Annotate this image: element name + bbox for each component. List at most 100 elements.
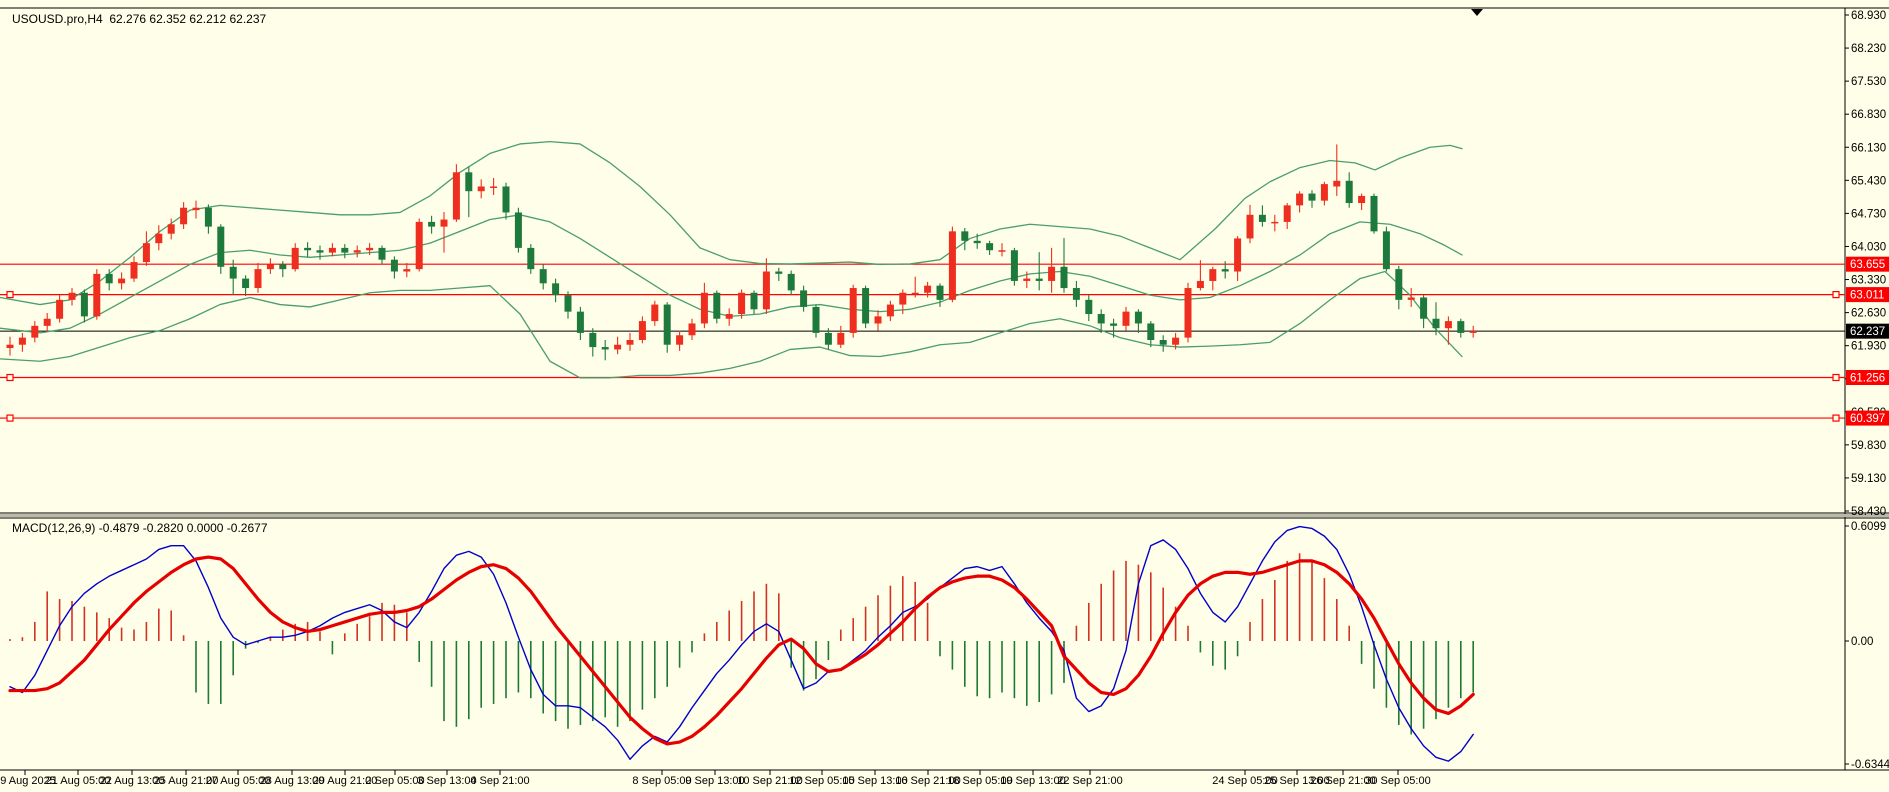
hline-handle[interactable] [1832,414,1840,422]
price-tick-label: 59.830 [1851,440,1886,452]
candle [1221,269,1229,272]
candle [1308,193,1316,201]
hline-handle[interactable] [6,291,14,299]
candle [254,269,262,289]
time-tick-label: 26 Sep 21:00 [1310,775,1375,787]
candle [713,292,721,319]
time-tick-label: 27 Aug 05:00 [206,775,271,787]
time-tick-label: 29 Aug 21:00 [313,775,378,787]
candle [1159,339,1167,345]
candle [1283,205,1291,222]
price-badge-63.655 [1846,256,1889,272]
time-tick-label: 12 Sep 05:00 [789,775,854,787]
time-tick-label: 19 Aug 2025 [0,775,56,787]
candle [1345,180,1353,204]
candles-layer[interactable] [6,144,1477,361]
candle [527,247,535,270]
time-tick-label: 16 Sep 21:00 [895,775,960,787]
price-tick-label: 58.430 [1851,506,1886,518]
candle [1060,266,1068,289]
candle [440,219,448,227]
time-tick-label: 8 Sep 05:00 [632,775,691,787]
time-tick-label: 25 Sep 13:00 [1264,775,1329,787]
candle [1097,314,1105,324]
price-axis[interactable]: 68.930 68.230 67.530 66.830 66.130 65.430 64.7… [1845,10,1886,518]
candle [1358,195,1366,204]
candle [304,247,312,251]
candle [1395,269,1403,300]
candle [155,233,163,244]
hline-handle[interactable] [1832,373,1840,382]
candle [167,224,175,234]
candle [762,271,770,310]
time-tick-label: 9 Sep 13:00 [685,775,744,787]
hline-handle[interactable] [6,414,14,422]
price-tick-label: 64.030 [1851,241,1886,253]
candle [1122,311,1130,326]
candle [812,306,820,333]
candle [576,311,584,333]
candle [1209,269,1217,281]
current-price-badge-label: 62.237 [1850,326,1885,338]
price-tick-label: 68.930 [1851,10,1886,22]
candle [1023,278,1031,281]
candle [514,212,522,248]
candle [1469,331,1477,333]
candle [787,273,795,291]
candle [242,278,250,289]
candle [738,292,746,315]
hline-handle[interactable] [1832,291,1840,299]
time-tick-label: 22 Aug 13:00 [100,775,165,787]
candle [366,247,374,251]
candle [43,318,51,326]
candle [1048,266,1056,281]
candle [266,264,274,270]
candle [663,304,671,345]
candle [415,221,423,270]
candle [192,207,200,211]
candle [936,285,944,300]
candle [1407,297,1415,300]
price-badge-60.397-label: 60.397 [1850,413,1885,425]
candle [638,321,646,340]
time-tick-label: 10 Sep 21:00 [737,775,802,787]
macd-tick-label: -0.6344 [1851,759,1889,771]
candle [1035,278,1043,281]
price-tick-label: 66.130 [1851,142,1886,154]
macd-signal-line [8,555,1475,746]
candle [316,250,324,253]
candle [1457,321,1465,333]
candle [80,292,88,317]
candle [886,304,894,317]
panel-divider[interactable] [0,514,1889,517]
candle [1258,214,1266,222]
candle [725,314,733,319]
price-tick-label: 65.430 [1851,175,1886,187]
candle [279,264,287,270]
candle [824,332,832,345]
candle [961,231,969,241]
candle [105,273,113,284]
candle [1271,221,1279,224]
candle [490,186,498,188]
candle [502,186,510,213]
candle [1085,299,1093,315]
candle [31,325,39,338]
candle [1246,214,1254,239]
candle [452,172,460,220]
candle [328,247,336,253]
candle [229,266,237,279]
price-tick-label: 67.530 [1851,76,1886,88]
shift-marker-icon[interactable] [1471,9,1483,16]
candle [1333,180,1341,187]
bb_upper-band [0,140,1463,306]
candle [688,323,696,336]
time-tick-label: 25 Aug 21:00 [154,775,219,787]
bb_lower-band [0,270,1463,379]
hline-handle[interactable] [6,373,14,382]
time-tick-label: 30 Sep 05:00 [1365,775,1430,787]
candle [676,335,684,345]
